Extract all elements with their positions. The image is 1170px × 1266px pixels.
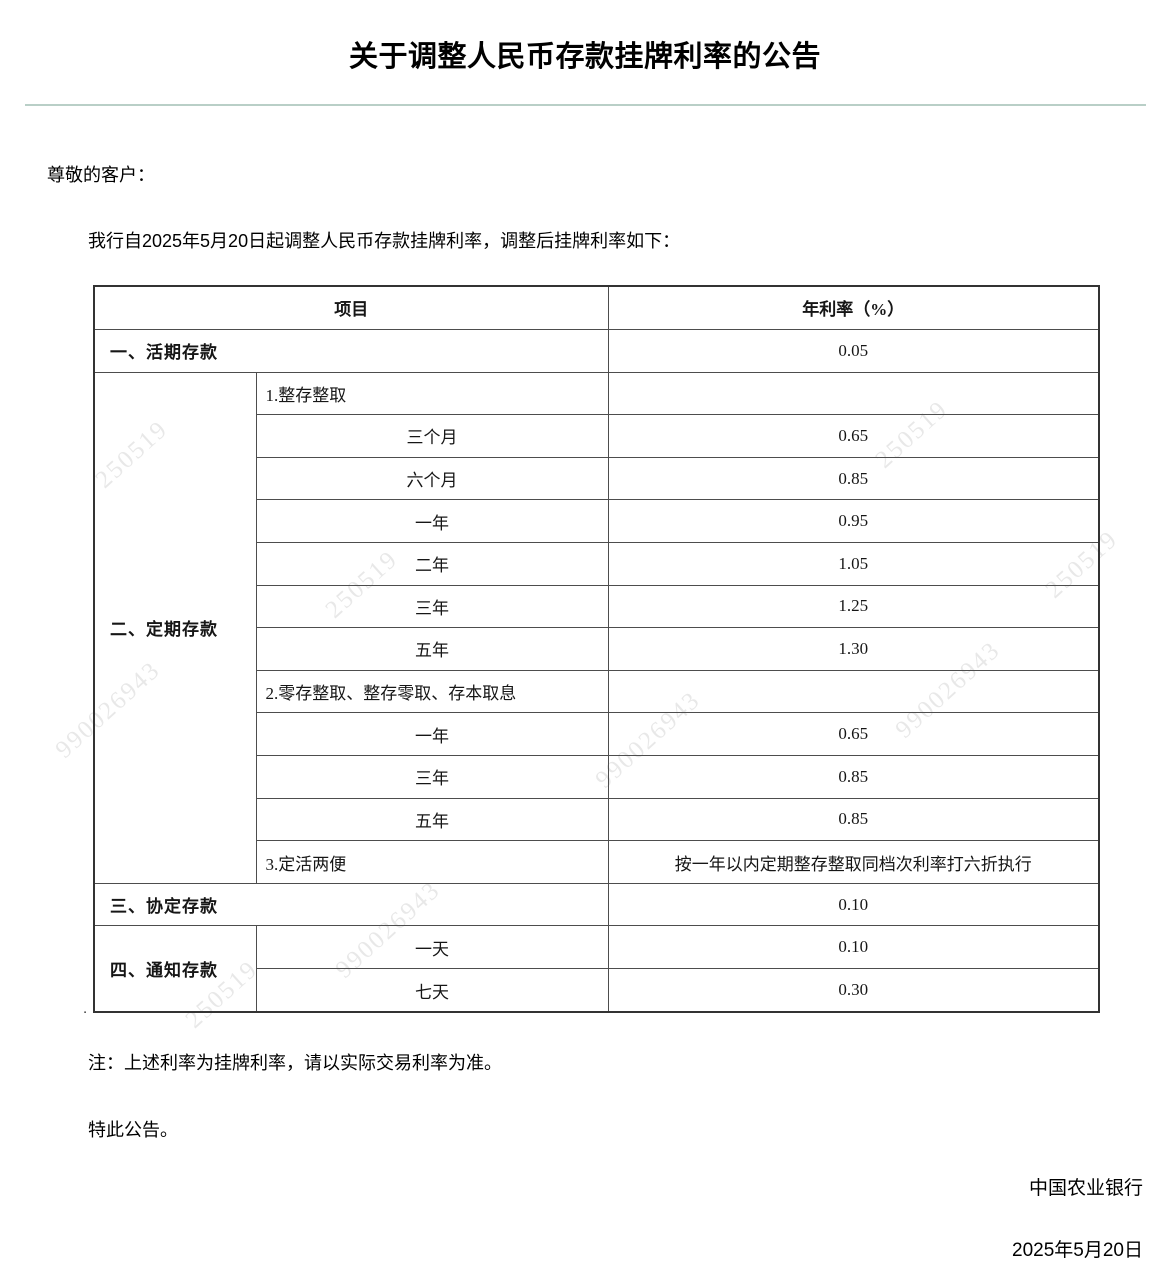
- table-row: 二、定期存款 1.整存整取: [93, 371, 1100, 884]
- table-row: 七天 0.30: [94, 968, 1100, 1013]
- bank-signature: 中国农业银行: [1028, 1178, 1143, 1199]
- rate-cell: 0.95: [607, 499, 1100, 543]
- rate-cell: 按一年以内定期整存整取同档次利率打六折执行: [607, 840, 1100, 884]
- item-cell: 五年: [255, 627, 609, 671]
- greeting-text: 尊敬的客户：: [47, 165, 155, 185]
- table-row: 五年 0.85: [94, 797, 1100, 842]
- table-row: 2.零存整取、整存零取、存本取息: [94, 669, 1100, 714]
- header-cell-item: 项目: [93, 285, 609, 330]
- table-row: 三年 0.85: [94, 755, 1100, 799]
- item-cell: 六个月: [255, 456, 609, 501]
- rate-cell: 1.25: [607, 584, 1100, 629]
- stray-period-mark: .: [83, 1000, 88, 1017]
- table-row: 三个月 0.65: [94, 414, 1100, 458]
- table-row: 项目 年利率（%）: [93, 285, 1100, 330]
- title-divider: [25, 104, 1146, 106]
- rate-cell: [607, 371, 1100, 416]
- rate-cell: 0.05: [607, 328, 1100, 373]
- rate-cell: 0.30: [607, 968, 1100, 1013]
- table-row: 二年 1.05: [94, 541, 1100, 586]
- item-cell: 三年: [255, 584, 609, 629]
- item-cell: 七天: [255, 968, 609, 1013]
- table-row: 一、活期存款 0.05: [93, 328, 1100, 373]
- item-cell: 一年: [255, 712, 609, 757]
- rate-cell: 0.85: [607, 456, 1100, 501]
- category-cell: 四、通知存款: [93, 925, 257, 1013]
- category-cell: 一、活期存款: [93, 328, 609, 373]
- item-cell: 三个月: [255, 414, 609, 458]
- category-cell: 三、协定存款: [93, 882, 609, 927]
- table-row: 五年 1.30: [94, 627, 1100, 671]
- rate-cell: 1.30: [607, 627, 1100, 671]
- item-cell: 三年: [255, 755, 609, 799]
- rate-cell: 0.65: [607, 712, 1100, 757]
- item-cell: 二年: [255, 541, 609, 586]
- item-cell: 五年: [255, 797, 609, 842]
- rate-cell: [607, 669, 1100, 714]
- rate-cell: 0.10: [607, 925, 1100, 970]
- rate-cell: 0.65: [607, 414, 1100, 458]
- page-title: 关于调整人民币存款挂牌利率的公告: [348, 41, 821, 73]
- item-cell: 2.零存整取、整存零取、存本取息: [255, 669, 609, 714]
- table-row: 三、协定存款 0.10: [93, 882, 1100, 927]
- table-row: 四、通知存款 一天 0.10: [93, 925, 1100, 1013]
- rate-cell: 0.85: [607, 797, 1100, 842]
- intro-paragraph: 我行自2025年5月20日起调整人民币存款挂牌利率，调整后挂牌利率如下：: [88, 231, 681, 251]
- rate-cell: 0.85: [607, 755, 1100, 799]
- table-row: 三年 1.25: [94, 584, 1100, 629]
- note-text: 注：上述利率为挂牌利率，请以实际交易利率为准。: [88, 1053, 502, 1073]
- announcement-date: 2025年5月20日: [1012, 1240, 1143, 1261]
- item-cell: 3.定活两便: [255, 840, 609, 884]
- header-cell-rate: 年利率（%）: [607, 285, 1100, 330]
- category-cell: 二、定期存款: [93, 371, 257, 884]
- item-cell: 一年: [255, 499, 609, 543]
- table-row: 六个月 0.85: [94, 456, 1100, 501]
- item-cell: 1.整存整取: [255, 371, 609, 416]
- closing-text: 特此公告。: [88, 1120, 178, 1140]
- table-row: 一年 0.65: [94, 712, 1100, 757]
- rate-table: 项目 年利率（%） 一、活期存款 0.05 二、定期存款 1.整存整取 三个月 0.65 六个月…: [93, 285, 1100, 1013]
- item-cell: 一天: [255, 925, 609, 970]
- rate-cell: 1.05: [607, 541, 1100, 586]
- rate-cell: 0.10: [607, 882, 1100, 927]
- table-row: 一年 0.95: [94, 499, 1100, 543]
